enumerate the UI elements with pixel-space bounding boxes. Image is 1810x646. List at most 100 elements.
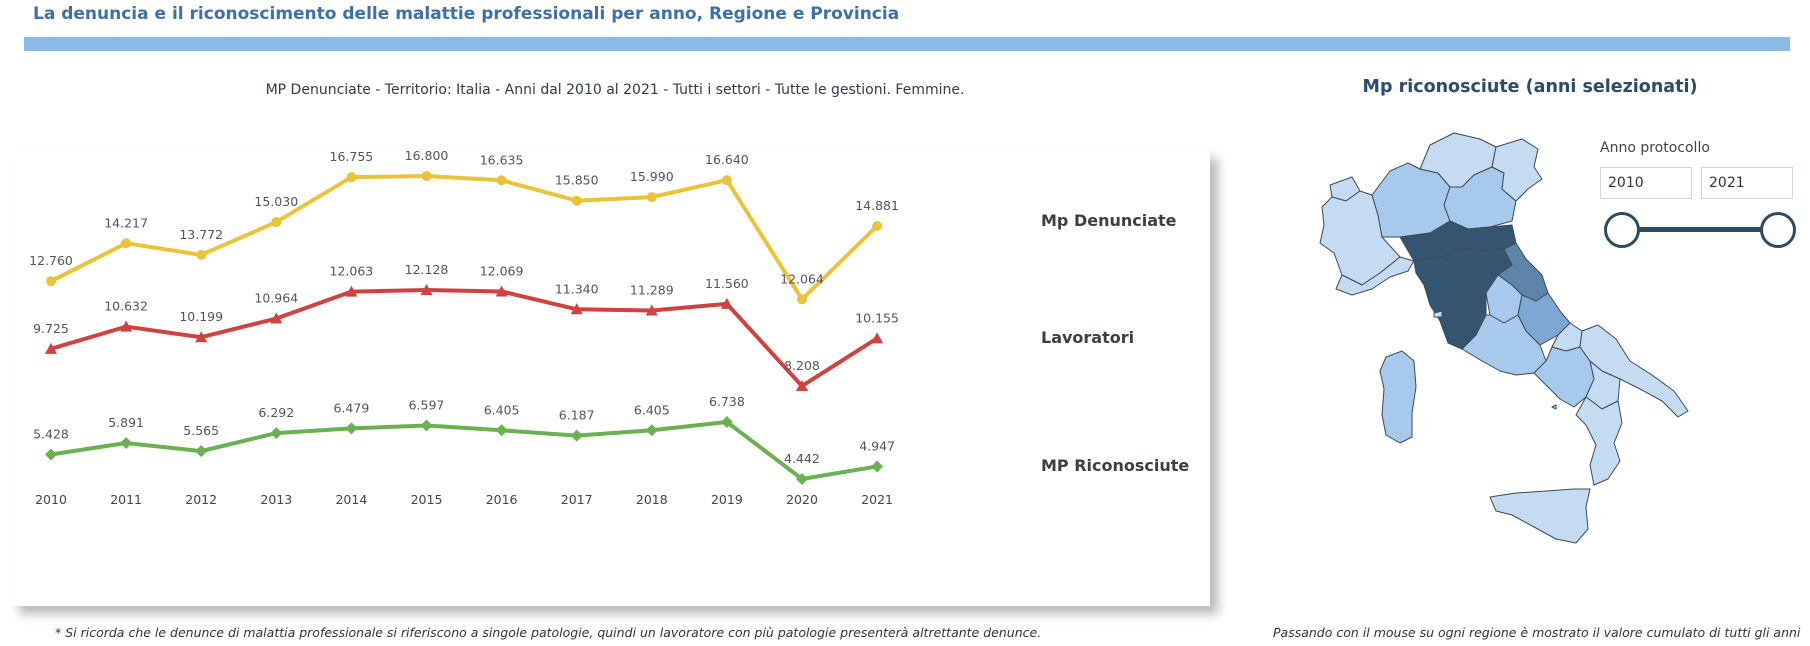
- data-point: [120, 320, 133, 332]
- data-point: [872, 220, 883, 231]
- line-chart: 12.760 14.217 13.772 15.030 16.755 16.800 16.6…: [29, 150, 1189, 507]
- data-label: 14.881: [855, 198, 899, 213]
- data-label: 15.990: [630, 169, 674, 184]
- data-point: [420, 284, 433, 295]
- data-point: [570, 429, 583, 442]
- data-point: [796, 380, 808, 391]
- data-label: 10.199: [179, 309, 223, 324]
- data-point: [570, 303, 583, 315]
- region-sardegna[interactable]: [1379, 350, 1417, 444]
- data-point: [420, 419, 433, 432]
- x-tick-label: 2015: [411, 492, 443, 507]
- data-point: [346, 172, 357, 183]
- data-point: [720, 297, 733, 309]
- data-label: 12.760: [29, 253, 73, 268]
- data-label: 15.850: [555, 173, 599, 188]
- footnote: * Si ricorda che le denunce di malattia …: [55, 625, 1042, 640]
- data-label: 16.640: [705, 152, 749, 167]
- data-point: [196, 249, 207, 260]
- data-label: 11.340: [555, 281, 599, 296]
- data-label: 5.428: [33, 427, 69, 442]
- data-label: 16.635: [480, 152, 524, 167]
- data-point: [496, 175, 507, 186]
- data-label: 5.565: [183, 423, 219, 438]
- data-label: 6.187: [559, 408, 595, 423]
- map-hover-note: Passando con il mouse su ogni regione è …: [1273, 625, 1801, 640]
- line-chart-card: 12.760 14.217 13.772 15.030 16.755 16.800 16.6…: [11, 150, 1210, 606]
- data-label: 10.155: [855, 310, 899, 325]
- x-tick-label: 2016: [486, 492, 518, 507]
- data-label: 4.442: [784, 451, 820, 466]
- data-point: [271, 217, 282, 228]
- x-tick-label: 2013: [260, 492, 292, 507]
- series-line: [50, 288, 879, 388]
- page-title: La denuncia e il riconoscimento delle ma…: [33, 4, 900, 24]
- data-label: 14.217: [104, 215, 148, 230]
- region-liguria[interactable]: [1335, 256, 1415, 296]
- data-label: 6.292: [258, 405, 294, 420]
- data-point: [871, 460, 884, 473]
- slider-track[interactable]: [1622, 227, 1772, 232]
- data-label: 6.405: [634, 402, 670, 417]
- data-point: [120, 437, 133, 450]
- region-calabria[interactable]: [1575, 396, 1623, 486]
- region-sicilia[interactable]: [1489, 488, 1591, 544]
- data-point: [495, 285, 508, 297]
- data-label: 11.289: [630, 283, 674, 298]
- data-point: [121, 238, 132, 249]
- x-tick-label: 2018: [636, 492, 668, 507]
- x-tick-label: 2011: [110, 492, 142, 507]
- data-point: [495, 424, 508, 437]
- data-point: [421, 171, 432, 181]
- year-range-slicer: Anno protocollo 2010 2021: [1600, 140, 1800, 250]
- region-friuli[interactable]: [1491, 138, 1543, 202]
- island-elba: [1433, 310, 1443, 318]
- data-label: 15.030: [254, 194, 298, 209]
- data-point: [345, 285, 358, 297]
- series-label: MP Riconosciute: [1041, 456, 1189, 475]
- map-title: Mp riconosciute (anni selezionati): [1362, 77, 1698, 97]
- title-divider-bar: [24, 37, 1790, 51]
- data-point: [270, 427, 283, 440]
- x-tick-label: 2017: [561, 492, 593, 507]
- series-label: Mp Denunciate: [1041, 211, 1177, 230]
- data-point: [721, 175, 732, 186]
- data-point: [345, 422, 358, 435]
- x-tick-label: 2021: [861, 492, 893, 507]
- data-label: 6.405: [484, 402, 520, 417]
- data-label: 4.947: [859, 438, 895, 453]
- data-label: 5.891: [108, 415, 144, 430]
- data-point: [645, 424, 658, 437]
- data-point: [645, 304, 658, 316]
- x-tick-label: 2010: [35, 492, 67, 507]
- x-tick-label: 2012: [185, 492, 217, 507]
- data-label: 12.069: [480, 263, 524, 278]
- data-point: [46, 276, 56, 287]
- data-point: [871, 332, 884, 344]
- data-label: 6.479: [334, 400, 370, 415]
- data-label: 10.964: [254, 291, 298, 306]
- data-label: 13.772: [179, 227, 223, 242]
- data-point: [45, 342, 57, 354]
- data-point: [45, 448, 57, 461]
- data-label: 10.632: [104, 299, 148, 314]
- data-point: [797, 294, 807, 305]
- data-label: 12.128: [405, 262, 449, 277]
- slider-end-handle[interactable]: [1760, 212, 1796, 248]
- series-line: [50, 174, 879, 302]
- italy-map-svg: [1319, 132, 1689, 544]
- x-tick-label: 2020: [786, 492, 818, 507]
- island-capri: [1551, 404, 1557, 410]
- series-label: Lavoratori: [1041, 328, 1134, 347]
- data-label: 8.208: [784, 358, 820, 373]
- series-line: [50, 420, 878, 481]
- data-label: 16.800: [405, 150, 449, 163]
- italy-map: [1290, 125, 1760, 620]
- data-point: [195, 331, 208, 343]
- slicer-start-input[interactable]: 2010: [1600, 167, 1692, 199]
- slider-start-handle[interactable]: [1604, 212, 1640, 248]
- slicer-label: Anno protocollo: [1600, 140, 1710, 156]
- data-point: [270, 312, 283, 324]
- slicer-end-input[interactable]: 2021: [1701, 167, 1793, 199]
- chart-subtitle: MP Denunciate - Territorio: Italia - Ann…: [265, 82, 965, 98]
